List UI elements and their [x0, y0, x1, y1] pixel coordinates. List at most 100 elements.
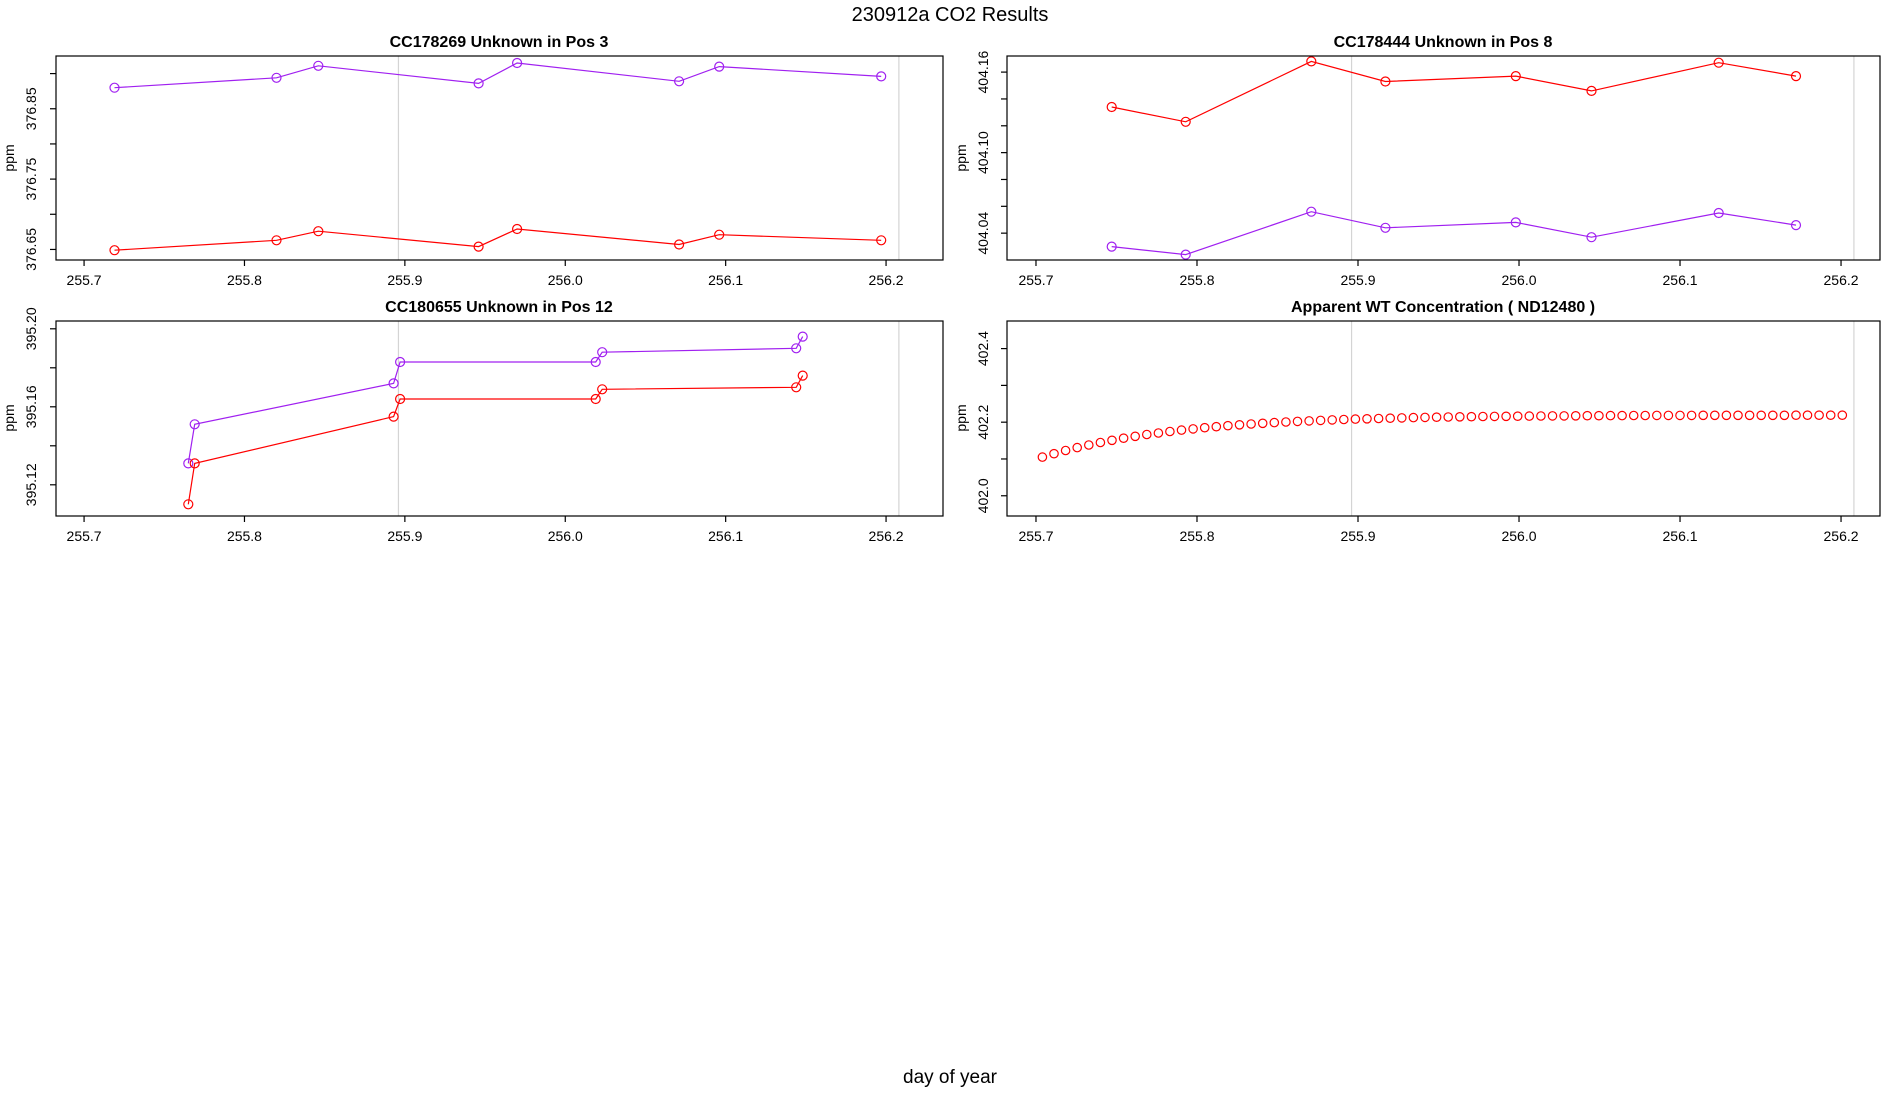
data-point-red — [271, 235, 282, 246]
x-tick-label: 255.8 — [227, 528, 262, 544]
data-point-red — [1686, 410, 1697, 421]
data-point-purple — [1180, 249, 1191, 260]
data-point-purple — [473, 78, 484, 89]
data-point-purple — [388, 378, 399, 389]
panel-title-apparent-wt: Apparent WT Concentration ( ND12480 ) — [1291, 299, 1595, 316]
data-point-purple — [1510, 217, 1521, 228]
data-point-red — [1362, 413, 1372, 424]
series-line-red — [114, 228, 882, 251]
data-point-purple — [673, 76, 685, 87]
data-point-red — [1269, 417, 1280, 428]
data-point-red — [1837, 410, 1848, 420]
data-point-red — [1663, 410, 1674, 421]
data-point-red — [1350, 414, 1361, 424]
data-point-red — [1118, 433, 1129, 443]
panel-layer-3: 255.7 255.8 255.9 256.0 256.1 256.2 402.0 402.2… — [975, 320, 1881, 544]
data-point-red — [1315, 415, 1326, 426]
data-point-red — [1142, 429, 1152, 440]
x-tick-label: 256.0 — [1501, 272, 1536, 288]
x-tick-label: 256.1 — [708, 528, 743, 544]
y-tick-label: 404.10 — [975, 131, 991, 174]
data-point-red — [1180, 116, 1191, 127]
data-point-red — [1176, 425, 1187, 435]
series-line-purple — [114, 62, 882, 89]
data-point-purple — [797, 331, 808, 342]
data-point-purple — [1106, 241, 1117, 252]
data-point-red — [1501, 411, 1511, 422]
data-point-red — [1768, 410, 1778, 421]
data-point-red — [1675, 410, 1685, 421]
y-axis-title-pos12: ppm — [1, 404, 17, 431]
data-point-red — [1698, 410, 1708, 421]
y-tick-label: 376.75 — [23, 157, 39, 200]
y-tick-label: 404.04 — [975, 212, 991, 255]
data-point-red — [183, 499, 194, 510]
data-point-red — [1586, 85, 1597, 97]
data-point-red — [1756, 410, 1766, 421]
panel-title-pos8: CC178444 Unknown in Pos 8 — [1334, 34, 1553, 51]
data-point-red — [1710, 410, 1720, 421]
data-point-red — [1084, 440, 1094, 450]
x-tick-label: 256.2 — [1824, 272, 1859, 288]
x-tick-label: 255.9 — [387, 272, 422, 288]
data-point-red — [1779, 410, 1790, 421]
data-point-red — [1327, 415, 1337, 425]
data-point-purple — [1380, 222, 1391, 233]
x-tick-label: 255.7 — [67, 272, 102, 288]
data-point-red — [1223, 420, 1233, 431]
data-point-red — [1478, 411, 1488, 422]
data-point-red — [1420, 412, 1430, 423]
x-tick-label: 255.8 — [1179, 272, 1214, 288]
x-tick-label: 256.0 — [548, 528, 583, 544]
y-tick-label: 402.2 — [975, 404, 991, 439]
x-tick-label: 256.0 — [1501, 528, 1536, 544]
data-point-red — [1443, 412, 1453, 422]
data-point-purple — [876, 71, 887, 82]
y-tick-label: 395.12 — [23, 463, 39, 506]
data-point-purple — [271, 72, 282, 83]
data-point-red — [1306, 56, 1317, 67]
data-point-red — [1536, 411, 1546, 421]
x-tick-label: 256.1 — [1663, 272, 1698, 288]
data-point-red — [714, 229, 725, 240]
data-point-red — [791, 382, 802, 393]
data-point-red — [1802, 410, 1813, 420]
data-point-red — [1199, 422, 1210, 433]
data-point-red — [1617, 410, 1627, 421]
x-tick-label: 256.1 — [1663, 528, 1698, 544]
data-point-purple — [597, 347, 608, 358]
data-point-purple — [313, 60, 324, 71]
data-point-red — [1744, 410, 1755, 421]
y-tick-label: 376.85 — [23, 87, 39, 130]
data-point-red — [388, 411, 399, 422]
panel-border — [1006, 320, 1881, 517]
data-point-red — [1790, 70, 1802, 82]
data-point-red — [1652, 410, 1662, 421]
data-point-red — [1791, 410, 1801, 420]
data-point-red — [1825, 410, 1836, 420]
data-point-red — [1304, 416, 1314, 426]
data-point-purple — [511, 57, 523, 69]
data-point-red — [1431, 412, 1442, 422]
panel-border — [55, 320, 944, 517]
data-point-red — [1512, 411, 1523, 421]
data-point-red — [189, 458, 200, 469]
series-line-purple — [1111, 211, 1797, 256]
y-axis-title-pos3: ppm — [1, 144, 17, 171]
x-tick-label: 256.2 — [1824, 528, 1859, 544]
data-point-red — [597, 384, 608, 395]
y-tick-label: 404.16 — [975, 50, 991, 93]
panel-border — [1006, 55, 1881, 261]
data-point-red — [1466, 411, 1477, 422]
y-tick-label: 402.4 — [975, 331, 991, 366]
data-point-purple — [1306, 206, 1317, 217]
data-point-red — [313, 226, 324, 237]
data-point-red — [1153, 428, 1164, 438]
data-point-red — [1733, 410, 1743, 421]
x-tick-label: 256.2 — [869, 528, 904, 544]
x-tick-label: 255.7 — [1018, 272, 1053, 288]
x-tick-label: 256.0 — [548, 272, 583, 288]
x-tick-label: 255.9 — [1340, 528, 1375, 544]
y-tick-label: 395.20 — [23, 307, 39, 350]
